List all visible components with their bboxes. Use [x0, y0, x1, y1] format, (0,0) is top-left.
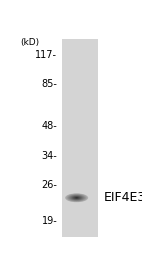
Ellipse shape — [67, 194, 86, 201]
Ellipse shape — [74, 197, 80, 199]
Ellipse shape — [75, 197, 78, 198]
Text: 85-: 85- — [41, 79, 57, 89]
Ellipse shape — [70, 195, 83, 200]
Ellipse shape — [68, 195, 85, 201]
Ellipse shape — [65, 193, 88, 202]
Ellipse shape — [70, 195, 83, 200]
Text: 117-: 117- — [35, 50, 57, 60]
FancyBboxPatch shape — [62, 39, 98, 237]
Text: 34-: 34- — [42, 151, 57, 161]
Text: EIF4E3: EIF4E3 — [104, 191, 142, 204]
Ellipse shape — [71, 196, 82, 200]
Ellipse shape — [66, 194, 87, 202]
Ellipse shape — [73, 196, 81, 199]
Ellipse shape — [76, 197, 77, 198]
Text: (kD): (kD) — [20, 38, 39, 47]
Text: 26-: 26- — [41, 180, 57, 190]
Ellipse shape — [74, 197, 79, 199]
Text: 19-: 19- — [42, 216, 57, 226]
Text: 48-: 48- — [42, 121, 57, 131]
Ellipse shape — [69, 195, 84, 201]
Ellipse shape — [72, 196, 81, 200]
Ellipse shape — [67, 194, 87, 201]
